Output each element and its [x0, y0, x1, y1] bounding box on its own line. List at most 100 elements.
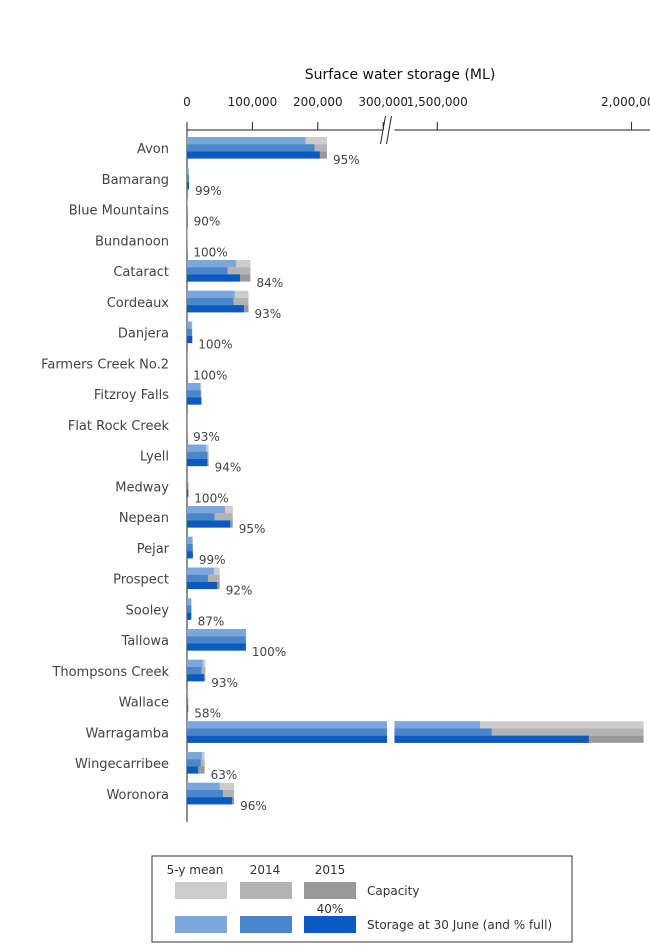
percent-full-nepean: 95% — [239, 522, 266, 536]
category-label-nepean: Nepean — [119, 511, 169, 526]
storage-bar-danjera — [187, 328, 192, 336]
storage-bar-warragamba — [391, 735, 589, 743]
storage-bar-fitzroy-falls — [187, 397, 202, 405]
category-label-cordeaux: Cordeaux — [107, 296, 170, 311]
storage-bar-warragamba — [187, 721, 387, 729]
category-label-danjera: Danjera — [118, 327, 169, 342]
axis-break-mark — [386, 115, 392, 145]
storage-bar-bamarang — [187, 167, 189, 175]
percent-full-pejar: 99% — [199, 553, 226, 567]
category-label-woronora: Woronora — [106, 788, 169, 803]
storage-bar-wingecarribee — [187, 752, 203, 760]
storage-bar-lyell — [187, 444, 206, 452]
storage-bar-nepean — [187, 506, 225, 514]
storage-bar-medway — [187, 482, 189, 490]
storage-bar-wingecarribee — [187, 766, 199, 774]
x-tick-label: 300,000 — [358, 95, 408, 109]
category-label-cataract: Cataract — [113, 265, 169, 280]
category-label-blue-mountains: Blue Mountains — [69, 204, 169, 219]
storage-bar-woronora — [187, 789, 223, 798]
x-tick-label: 1,500,000 — [407, 95, 468, 109]
category-label-wallace: Wallace — [119, 696, 169, 711]
percent-full-cordeaux: 93% — [254, 307, 281, 321]
storage-bar-sooley — [187, 598, 191, 606]
percent-full-woronora: 96% — [240, 799, 267, 813]
category-label-avon: Avon — [137, 142, 169, 157]
legend-col-2014: 2014 — [250, 863, 281, 877]
storage-bar-tallowa — [187, 636, 246, 644]
storage-bar-pejar — [187, 536, 193, 544]
storage-bar-nepean — [187, 513, 215, 521]
percent-full-thompsons-creek: 93% — [211, 676, 238, 690]
percent-full-farmers-creek-no-2: 100% — [193, 368, 227, 382]
storage-bar-fitzroy-falls — [187, 390, 201, 398]
storage-bar-blue-mountains — [187, 212, 188, 221]
storage-bar-cordeaux — [187, 290, 235, 298]
storage-bar-tallowa — [187, 629, 246, 637]
percent-full-lyell: 94% — [215, 461, 242, 475]
percent-full-prospect: 92% — [226, 584, 253, 598]
category-label-warragamba: Warragamba — [85, 726, 169, 741]
storage-bar-cataract — [187, 274, 240, 282]
percent-full-cataract: 84% — [256, 276, 283, 290]
storage-bar-wallace — [187, 704, 188, 713]
storage-bar-lyell — [187, 451, 208, 459]
legend-col-5y-mean: 5-y mean — [167, 863, 224, 877]
storage-bar-sooley — [187, 612, 191, 620]
storage-bar-pejar — [187, 543, 193, 552]
storage-bar-blue-mountains — [187, 198, 188, 206]
storage-bar-bamarang — [187, 182, 189, 190]
percent-full-medway: 100% — [194, 491, 228, 505]
storage-bar-prospect — [187, 581, 218, 590]
storage-bar-wingecarribee — [187, 759, 201, 767]
capacity-bar-warragamba — [391, 728, 644, 736]
x-tick-label: 200,000 — [293, 95, 343, 109]
percent-full-sooley: 87% — [198, 614, 225, 628]
percent-full-bundanoon: 100% — [193, 245, 227, 259]
storage-bar-wallace — [187, 690, 188, 698]
storage-bar-sooley — [187, 605, 192, 613]
storage-bar-thompsons-creek — [187, 659, 203, 667]
storage-bar-bamarang — [187, 174, 189, 183]
storage-bar-warragamba — [391, 721, 481, 729]
legend-label-capacity: Capacity — [367, 884, 419, 898]
legend-swatch-capacity-2014 — [240, 882, 292, 899]
storage-bar-cordeaux — [187, 297, 234, 306]
storage-bar-pejar — [187, 551, 193, 559]
storage-bar-warragamba — [187, 728, 387, 736]
storage-bar-medway — [187, 489, 189, 497]
storage-bar-avon — [187, 137, 306, 145]
percent-full-flat-rock-creek: 93% — [193, 430, 220, 444]
percent-full-wallace: 58% — [194, 707, 221, 721]
storage-bar-wallace — [187, 697, 188, 705]
category-labels: Avon 95% Bamarang 99% Blue Mountains 90% Bunda… — [41, 142, 650, 813]
x-tick-label: 2,000,000 — [601, 95, 650, 109]
category-label-medway: Medway — [115, 480, 169, 495]
category-label-sooley: Sooley — [126, 603, 170, 618]
percent-full-danjera: 100% — [198, 338, 232, 352]
storage-bar-lyell — [187, 458, 208, 467]
percent-full-blue-mountains: 90% — [194, 215, 221, 229]
category-label-lyell: Lyell — [140, 450, 169, 465]
percent-full-bamarang: 99% — [195, 184, 222, 198]
capacity-bar-warragamba — [391, 721, 644, 729]
x-axis-title: Surface water storage (ML) — [305, 67, 496, 83]
storage-bar-danjera — [187, 335, 193, 344]
percent-full-tallowa: 100% — [252, 645, 286, 659]
storage-bar-prospect — [187, 567, 214, 575]
storage-bar-tallowa — [187, 643, 246, 651]
category-label-tallowa: Tallowa — [120, 634, 169, 649]
storage-bar-fitzroy-falls — [187, 383, 201, 391]
storage-bar-cordeaux — [187, 305, 244, 313]
legend-label-storage: Storage at 30 June (and % full) — [367, 918, 552, 932]
category-label-wingecarribee: Wingecarribee — [75, 757, 169, 772]
category-label-prospect: Prospect — [113, 573, 169, 588]
storage-bar-cataract — [187, 260, 237, 268]
storage-bar-medway — [187, 475, 188, 483]
legend-swatch-storage-2015 — [304, 916, 356, 933]
legend-swatch-capacity-2015 — [304, 882, 356, 899]
storage-bar-prospect — [187, 574, 208, 582]
storage-bar-avon — [187, 144, 315, 152]
storage-bar-warragamba — [391, 728, 492, 736]
